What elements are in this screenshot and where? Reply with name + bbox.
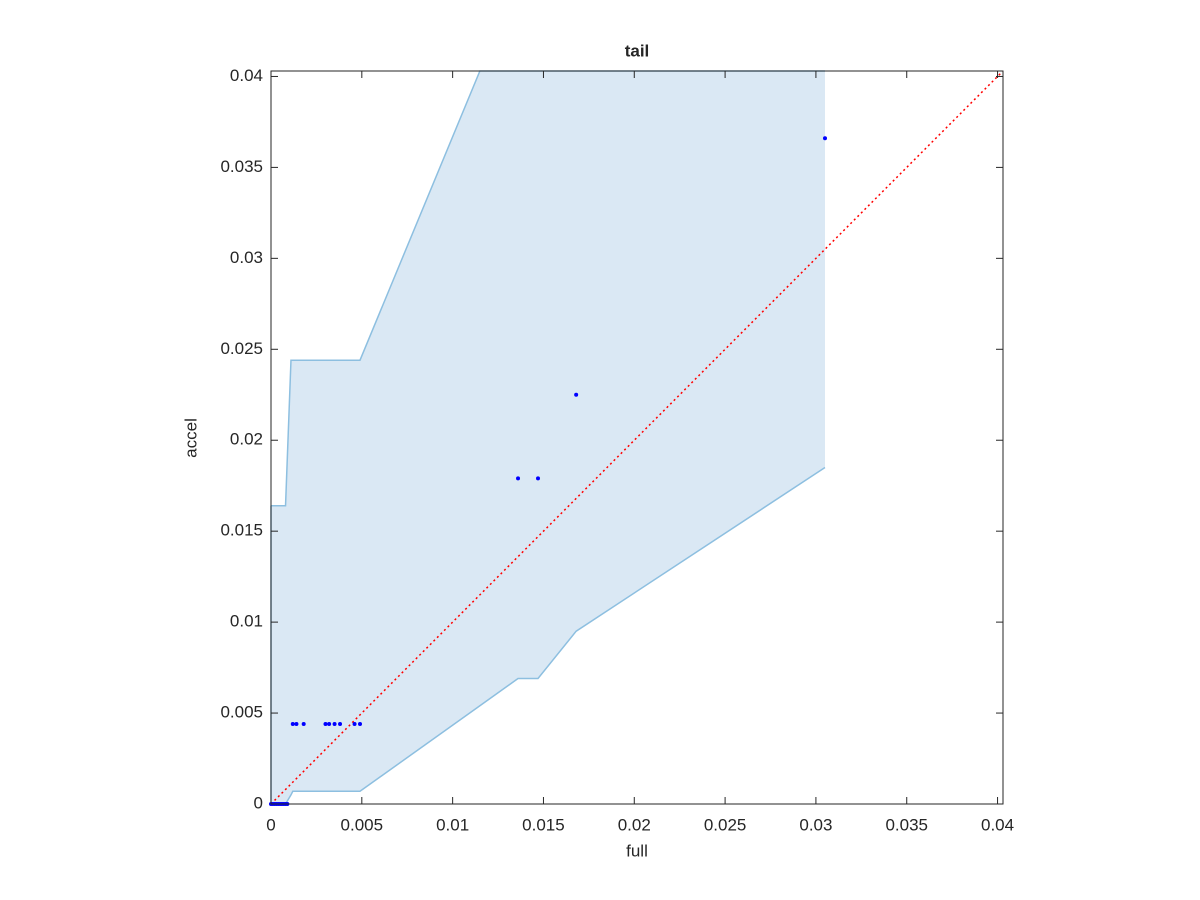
x-tick-label: 0.035 [885, 815, 928, 834]
x-tick-label: 0.01 [436, 815, 469, 834]
confidence-band [271, 71, 825, 804]
x-tick-label: 0 [266, 815, 275, 834]
scatter-point [574, 392, 579, 397]
scatter-point [323, 721, 328, 726]
x-tick-label: 0.02 [618, 815, 651, 834]
scatter-point [327, 721, 332, 726]
scatter-point [338, 721, 343, 726]
chart-title: tail [625, 41, 650, 60]
x-tick-label: 0.005 [341, 815, 384, 834]
x-tick-label: 0.04 [981, 815, 1014, 834]
y-tick-label: 0.005 [220, 703, 263, 722]
scatter-point [332, 721, 337, 726]
y-tick-label: 0.035 [220, 157, 263, 176]
scatter-point [822, 136, 827, 141]
x-axis-label: full [626, 841, 648, 860]
scatter-point [290, 721, 295, 726]
y-tick-label: 0.04 [230, 66, 263, 85]
x-tick-label: 0.025 [704, 815, 747, 834]
plot-frame [270, 70, 1004, 805]
y-tick-label: 0.01 [230, 612, 263, 631]
scatter-point [301, 721, 306, 726]
y-tick-label: 0.025 [220, 339, 263, 358]
y-tick-label: 0.03 [230, 248, 263, 267]
x-tick-label: 0.015 [522, 815, 565, 834]
y-axis-label: accel [181, 418, 200, 458]
scatter-point [294, 721, 299, 726]
scatter-point [352, 721, 357, 726]
x-tick-label: 0.03 [799, 815, 832, 834]
scatter-point [358, 721, 363, 726]
band-lower-edge [271, 466, 826, 805]
y-tick-label: 0.02 [230, 430, 263, 449]
scatter-point [536, 476, 541, 481]
y-tick-label: 0.015 [220, 521, 263, 540]
y-tick-label: 0 [254, 793, 263, 812]
scatter-point [516, 476, 521, 481]
